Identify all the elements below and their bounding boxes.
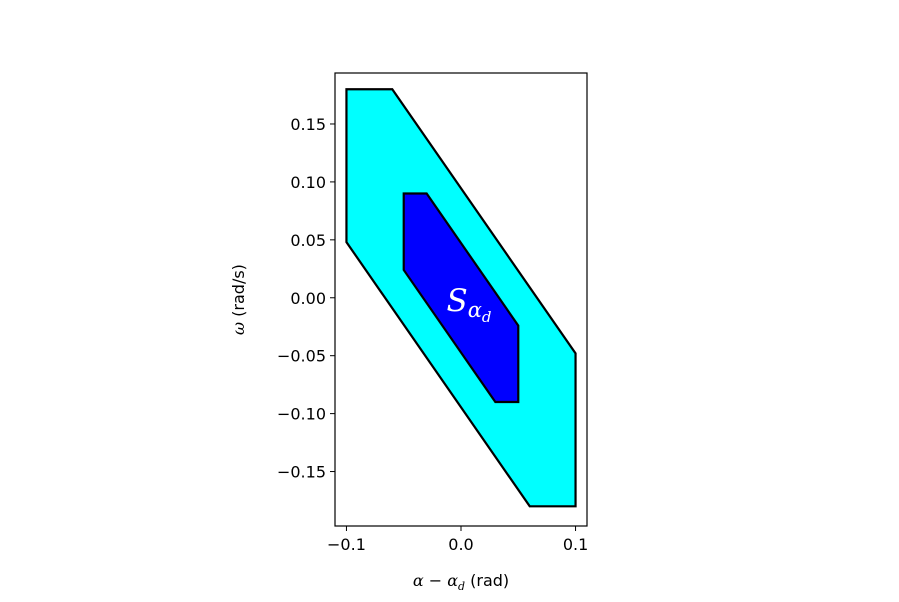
region-label: Sαd <box>446 283 491 326</box>
inner-region-polygon <box>402 192 520 404</box>
x-tick-label: 0.1 <box>563 535 588 554</box>
regions <box>345 88 577 508</box>
x-tick-label: 0.0 <box>448 535 473 554</box>
annotations: Sαd <box>446 283 491 326</box>
y-tick-label: 0.10 <box>290 173 326 192</box>
y-axis-label: ω (rad/s) <box>229 264 248 335</box>
x-ticks: −0.1 0.0 0.1 <box>327 526 588 554</box>
y-tick-label: −0.15 <box>277 463 326 482</box>
y-tick-label: −0.10 <box>277 405 326 424</box>
y-tick-label: −0.05 <box>277 347 326 366</box>
y-tick-label: 0.00 <box>290 289 326 308</box>
x-tick-label: −0.1 <box>327 535 366 554</box>
y-ticks: 0.15 0.10 0.05 0.00 −0.05 −0.10 −0.15 <box>277 115 335 482</box>
y-tick-label: 0.15 <box>290 115 326 134</box>
x-axis-label: α − αd (rad) <box>413 571 509 593</box>
y-tick-label: 0.05 <box>290 231 326 250</box>
